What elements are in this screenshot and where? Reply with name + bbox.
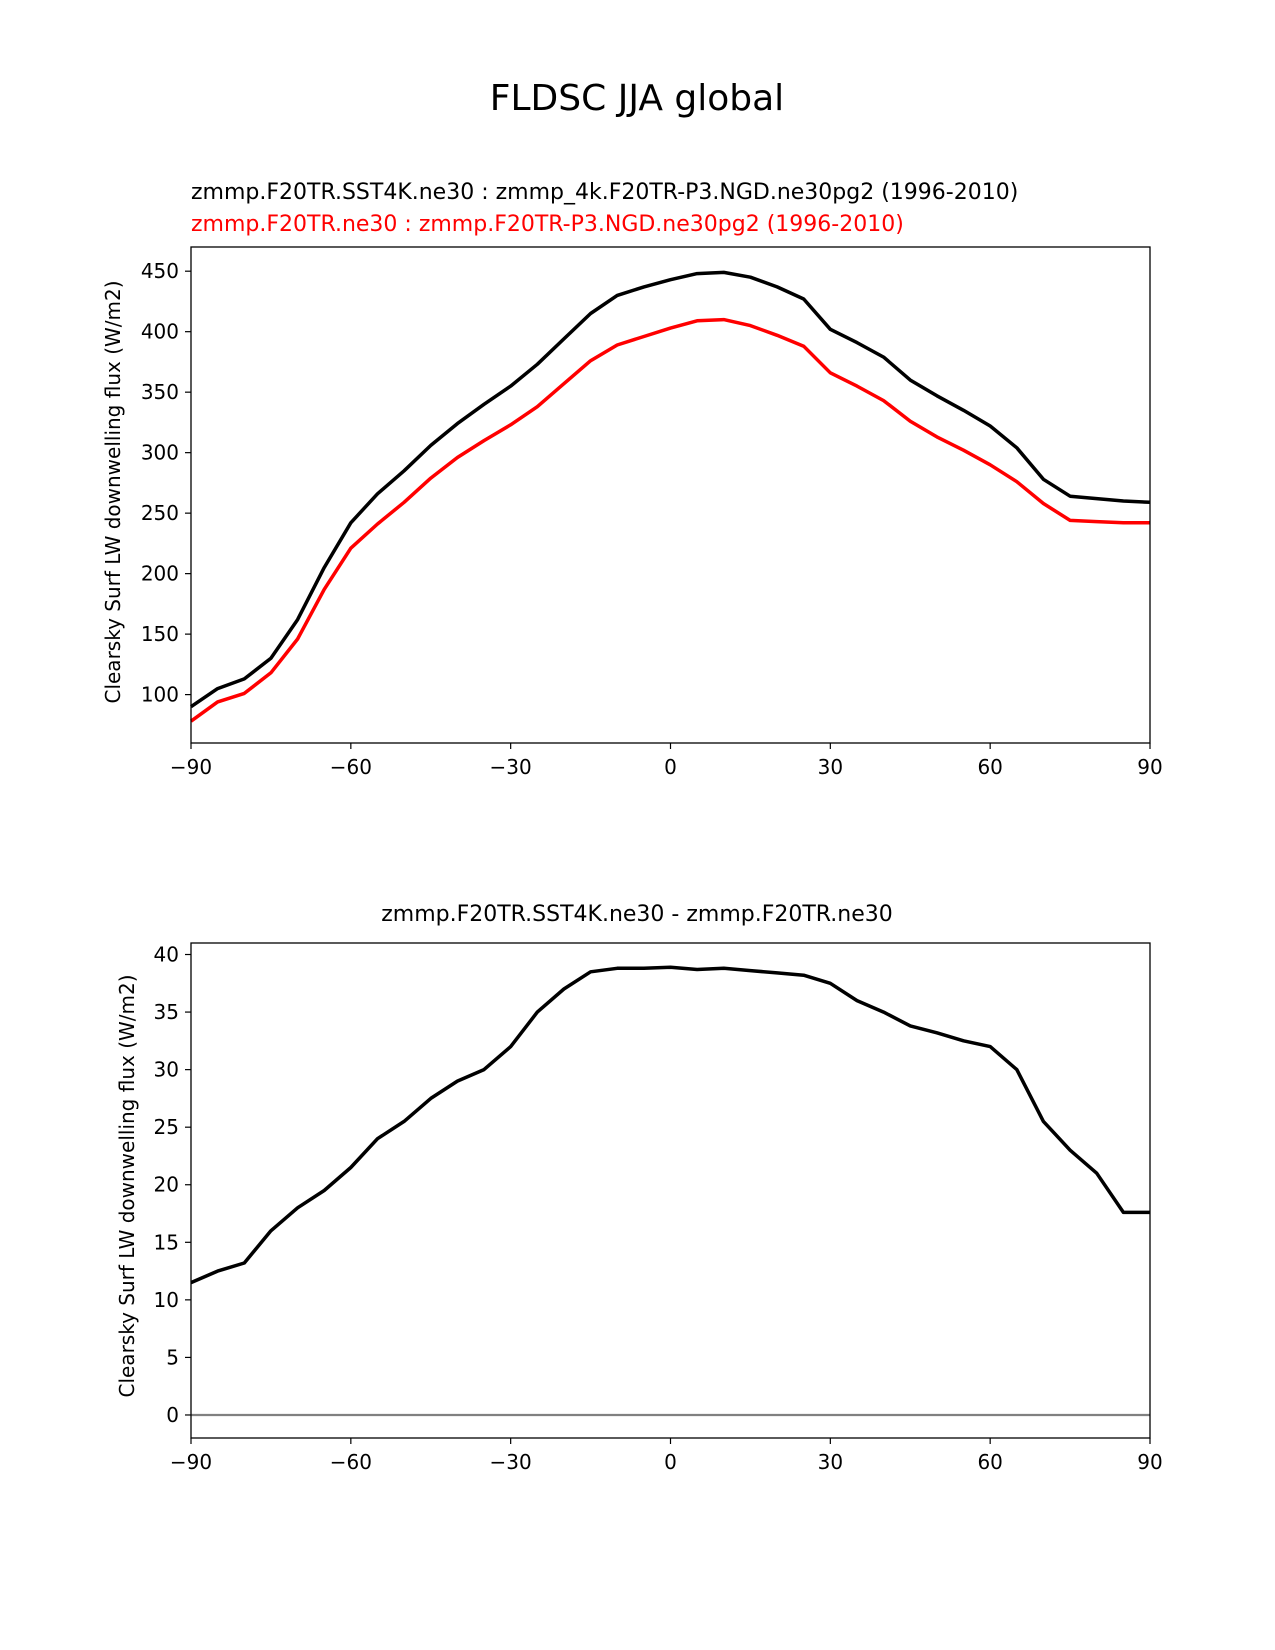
y-tick-label: 350 [141,380,179,404]
y-tick-label: 30 [154,1058,179,1082]
y-axis-label: Clearsky Surf LW downwelling flux (W/m2) [115,974,139,1397]
y-tick-label: 100 [141,683,179,707]
x-tick-label: −90 [170,755,212,779]
axes-frame [190,942,1151,1439]
y-tick-label: 0 [166,1403,179,1427]
y-tick-label: 40 [154,943,179,967]
y-tick-label: 25 [154,1115,179,1139]
y-tick-label: 300 [141,441,179,465]
y-tick-label: 400 [141,320,179,344]
x-tick-label: −60 [330,755,372,779]
panel-title-line-1: zmmp.F20TR.SST4K.ne30 : zmmp_4k.F20TR-P3… [191,180,1018,205]
chart-panel-bottom: zmmp.F20TR.SST4K.ne30 - zmmp.F20TR.ne30 … [115,902,1163,1474]
x-tick-label: 60 [977,755,1002,779]
panel-title-line-2: zmmp.F20TR.ne30 : zmmp.F20TR-P3.NGD.ne30… [191,212,904,237]
x-tick-label: 0 [664,755,677,779]
x-tick-label: 30 [818,1450,843,1474]
panel-title: zmmp.F20TR.SST4K.ne30 - zmmp.F20TR.ne30 [381,902,893,927]
y-tick-label: 250 [141,501,179,525]
y-tick-label: 15 [154,1230,179,1254]
plot-area: −90 −60 −30 0 30 60 90 100 150 200 250 300 350 400 450 [141,246,1163,779]
x-tick-label: −30 [490,755,532,779]
x-tick-label: 90 [1137,755,1162,779]
x-tick-label: −60 [330,1450,372,1474]
x-tick-label: 60 [977,1450,1002,1474]
y-tick-label: 450 [141,259,179,283]
plot-area: −90 −60 −30 0 30 60 90 0 5 10 15 20 25 30 35 40 [154,942,1163,1474]
series-line-1 [190,965,1150,1285]
y-tick-label: 5 [166,1345,179,1369]
series-line-1 [190,270,1151,709]
y-tick-label: 200 [141,562,179,586]
x-tick-label: 30 [818,755,843,779]
y-axis-label: Clearsky Surf LW downwelling flux (W/m2) [101,280,125,703]
y-tick-label: 10 [154,1288,179,1312]
chart-panel-top: zmmp.F20TR.SST4K.ne30 : zmmp_4k.F20TR-P3… [101,180,1163,779]
y-tick-label: 20 [154,1173,179,1197]
x-tick-label: −90 [170,1450,212,1474]
x-tick-label: 0 [664,1450,677,1474]
y-tick-label: 150 [141,622,179,646]
series-line-2 [189,317,1150,723]
x-tick-label: 90 [1137,1450,1162,1474]
y-tick-label: 35 [154,1000,179,1024]
x-tick-label: −30 [490,1450,532,1474]
axes-frame [190,246,1151,744]
figure-title: FLDSC JJA global [490,78,784,119]
